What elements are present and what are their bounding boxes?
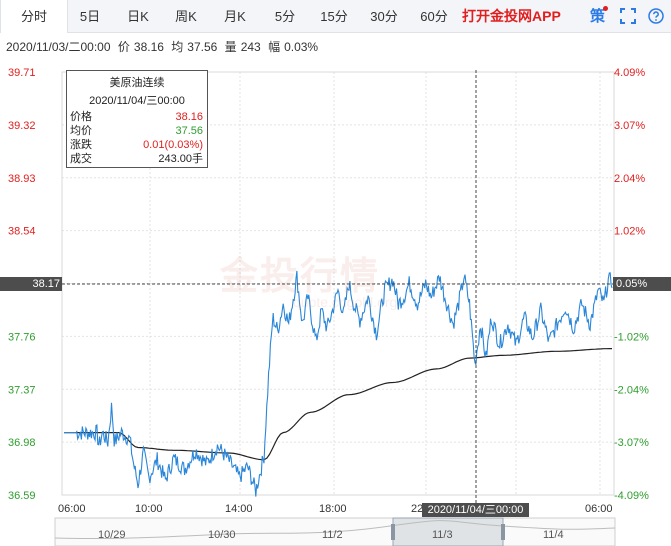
tab-monthly-k[interactable]: 月K xyxy=(224,9,246,24)
info-price-label: 价 xyxy=(117,40,130,54)
tooltip-label: 成交 xyxy=(70,153,92,165)
tooltip-value: 37.56 xyxy=(175,125,203,137)
notification-dot xyxy=(603,6,608,11)
y-axis-label-left: 36.98 xyxy=(8,437,36,449)
y-axis-label-right: 2.04% xyxy=(614,173,645,185)
x-axis-label: 14:00 xyxy=(225,503,253,515)
x-axis-label: 06:00 xyxy=(58,503,86,515)
fullscreen-icon[interactable] xyxy=(620,8,636,24)
strategy-button[interactable]: 策 xyxy=(590,8,606,25)
y-axis-label-left: 38.54 xyxy=(8,226,36,238)
y-axis-label-right: -4.09% xyxy=(614,490,649,502)
y-axis-label-right: 3.07% xyxy=(614,120,645,132)
navigator-date-label: 11/2 xyxy=(322,529,343,541)
tab-5day[interactable]: 5日 xyxy=(79,9,101,24)
y-axis-label-left: 36.59 xyxy=(8,490,36,502)
tooltip-row-change: 涨跌 0.01(0.03%) xyxy=(67,138,207,152)
tooltip-row-volume: 成交 243.00手 xyxy=(67,152,207,166)
period-tab-bar: 分时 5日 日K 周K 月K 5分 15分 30分 60分 打开金投网APP 策 xyxy=(0,0,671,33)
quote-info-line: 2020/11/03/二00:00 价 38.16 均 37.56 量 243 幅 0.… xyxy=(6,38,322,55)
navigator-right-handle[interactable] xyxy=(501,524,505,540)
crosshair-price-tag: 38.17 xyxy=(0,277,62,291)
price-line xyxy=(64,270,613,497)
tooltip-title: 美原油连续 xyxy=(109,77,165,89)
y-axis-label-right: 1.02% xyxy=(614,226,645,238)
navigator-date-label: 11/3 xyxy=(432,529,453,541)
average-price-line xyxy=(64,348,612,461)
y-axis-label-left: 37.37 xyxy=(8,384,36,396)
crosshair-percent-tag: 0.05% xyxy=(613,277,671,291)
info-datetime: 2020/11/03/二00:00 xyxy=(6,40,111,54)
tooltip-value: 38.16 xyxy=(175,111,203,123)
navigator-sparkline xyxy=(54,520,616,540)
y-axis-label-left: 39.71 xyxy=(8,67,36,79)
tooltip-datetime: 2020/11/04/三00:00 xyxy=(89,95,185,107)
y-axis-label-right: 4.09% xyxy=(614,67,645,79)
tab-60min[interactable]: 60分 xyxy=(420,9,448,24)
x-axis-label: 10:00 xyxy=(135,503,163,515)
tooltip-value: 0.01(0.03%) xyxy=(143,139,203,151)
y-axis-label-left: 39.32 xyxy=(8,120,36,132)
time-navigator[interactable]: 10/29 10/30 11/2 11/3 11/4 xyxy=(54,517,616,546)
y-axis-label-right: -3.07% xyxy=(614,437,649,449)
info-price: 38.16 xyxy=(133,40,164,54)
tab-5min[interactable]: 5分 xyxy=(274,9,296,24)
tab-weekly-k[interactable]: 周K xyxy=(175,9,197,24)
navigator-date-label: 11/4 xyxy=(543,529,564,541)
navigator-date-label: 10/30 xyxy=(208,529,236,541)
info-vol: 243 xyxy=(240,40,261,54)
tooltip-row-price: 价格 38.16 xyxy=(67,110,207,124)
help-icon[interactable] xyxy=(648,8,664,24)
x-axis-label: 18:00 xyxy=(319,503,347,515)
tooltip-label: 均价 xyxy=(70,125,92,137)
y-axis-label-right: -2.04% xyxy=(614,384,649,396)
open-app-link[interactable]: 打开金投网APP xyxy=(462,8,561,24)
tab-15min[interactable]: 15分 xyxy=(320,9,348,24)
navigator-left-handle[interactable] xyxy=(391,524,395,540)
tooltip-label: 价格 xyxy=(70,111,92,123)
watermark-url: quote.cngold.org xyxy=(293,294,398,310)
info-amp-label: 幅 xyxy=(268,40,281,54)
y-axis-label-right: -1.02% xyxy=(614,331,649,343)
y-axis-label-left: 38.93 xyxy=(8,173,36,185)
info-avg-label: 均 xyxy=(171,40,184,54)
tooltip-value: 243.00手 xyxy=(158,153,203,165)
info-amp: 0.03% xyxy=(284,40,319,54)
info-avg: 37.56 xyxy=(187,40,218,54)
y-axis-label-left: 37.76 xyxy=(8,331,36,343)
x-axis-label: 06:00 xyxy=(585,503,613,515)
navigator-date-label: 10/29 xyxy=(98,529,126,541)
tooltip-row-avg: 均价 37.56 xyxy=(67,124,207,138)
tab-daily-k[interactable]: 日K xyxy=(127,9,149,24)
tab-intraday[interactable]: 分时 xyxy=(0,0,68,33)
tooltip-label: 涨跌 xyxy=(70,139,92,151)
info-vol-label: 量 xyxy=(224,40,237,54)
tab-30min[interactable]: 30分 xyxy=(370,9,398,24)
watermark-text: 金投行情 xyxy=(220,256,381,298)
hover-tooltip: 美原油连续 2020/11/04/三00:00 价格 38.16 均价 37.5… xyxy=(66,70,208,168)
crosshair-time-tag: 2020/11/04/三00:00 xyxy=(422,503,529,517)
